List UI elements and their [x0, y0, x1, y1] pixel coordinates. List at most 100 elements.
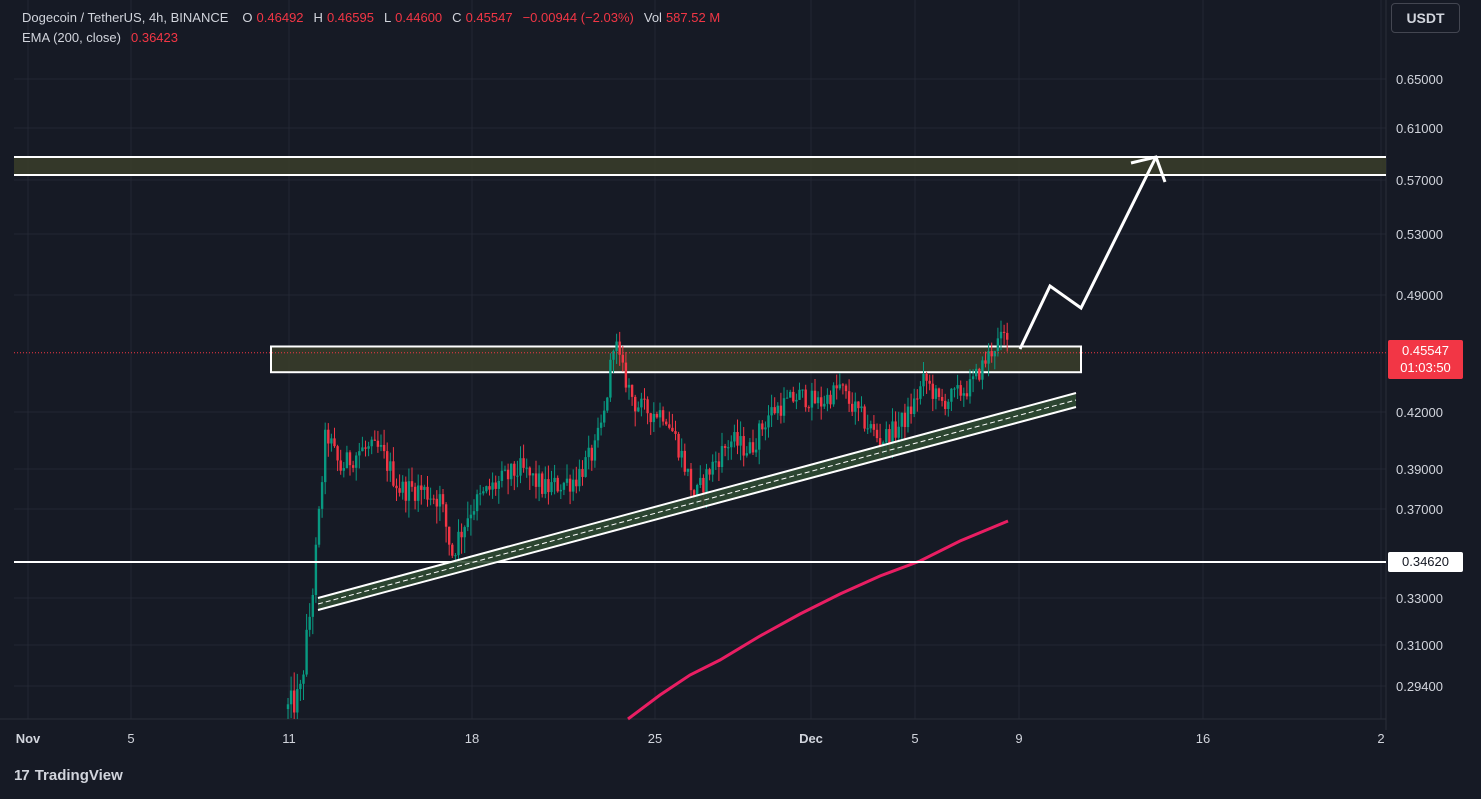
candle-body [742, 436, 745, 456]
candle-body [463, 527, 466, 538]
candle [730, 435, 733, 460]
price-tick-label: 0.53000 [1396, 227, 1443, 242]
symbol-label[interactable]: Dogecoin / TetherUS, 4h, BINANCE [22, 10, 229, 25]
candle-body [299, 683, 302, 690]
candle [959, 380, 962, 401]
candle [528, 466, 531, 490]
candle [575, 466, 578, 494]
candle-body [500, 470, 504, 481]
candle [525, 458, 528, 478]
price-tick-label: 0.57000 [1396, 173, 1443, 188]
candle [919, 381, 922, 405]
candle-body [630, 384, 634, 397]
candle-body [612, 350, 615, 360]
candle-body [634, 396, 637, 412]
candle [286, 698, 290, 719]
candle [401, 475, 404, 500]
candle [293, 672, 296, 719]
candle-body [432, 498, 435, 500]
candle [835, 374, 838, 400]
support-price-tag: 0.34620 [1388, 552, 1463, 572]
price-tick-label: 0.33000 [1396, 591, 1443, 606]
candle-body [950, 388, 953, 402]
candle-body [727, 447, 730, 449]
candle [829, 390, 832, 409]
candle-body [906, 406, 910, 428]
candle [971, 369, 975, 393]
candle [665, 418, 668, 426]
candle-body [1002, 331, 1006, 333]
candle [999, 320, 1003, 351]
candle-body [603, 410, 606, 423]
candle [789, 389, 792, 398]
candle [513, 461, 516, 491]
ema-row[interactable]: EMA (200, close) 0.36423 [22, 28, 726, 48]
candle [435, 490, 438, 524]
candle-body [931, 383, 934, 399]
candle [339, 449, 342, 475]
candle-body [596, 427, 600, 441]
candle [767, 405, 770, 438]
candle-body [333, 438, 336, 447]
candle-body [327, 429, 330, 444]
time-tick-label: 5 [911, 731, 918, 746]
candle [981, 356, 984, 390]
candle [776, 402, 779, 420]
candle [451, 542, 454, 559]
candle-body [457, 531, 460, 556]
candle-body [649, 413, 652, 423]
ema-200-line [627, 519, 1009, 721]
candle-body [466, 518, 469, 528]
candle [956, 374, 959, 400]
projection-path [1018, 156, 1158, 350]
candle-body [668, 424, 671, 428]
candle [823, 395, 826, 410]
candle-body [572, 479, 575, 492]
candle-body [776, 405, 779, 414]
candle [630, 384, 634, 406]
currency-button[interactable]: USDT [1391, 3, 1460, 33]
candle [996, 327, 1000, 357]
candle-body [928, 380, 931, 384]
candle [847, 379, 851, 413]
candle-body [423, 486, 426, 490]
candle-body [823, 403, 826, 407]
candle-body [736, 432, 739, 446]
bar-countdown: 01:03:50 [1400, 360, 1451, 375]
time-tick-label: 25 [648, 731, 662, 746]
candle-body [652, 413, 655, 423]
candle [488, 478, 491, 496]
candle-body [361, 447, 364, 452]
candle [500, 461, 504, 488]
candle [699, 465, 702, 489]
candle [903, 403, 907, 439]
price-tick-label: 0.65000 [1396, 72, 1443, 87]
candle [382, 429, 386, 459]
candle [993, 350, 996, 370]
candle [795, 393, 798, 410]
candle [572, 469, 575, 501]
candle-body [959, 385, 962, 396]
candle [348, 450, 352, 476]
drawing-overlays [14, 155, 1386, 611]
candle [423, 484, 426, 500]
candle [324, 422, 327, 495]
candle [506, 463, 510, 495]
candle [820, 386, 823, 420]
candle [832, 382, 835, 407]
candle-body [389, 461, 392, 471]
candle-body [537, 473, 541, 487]
candle-body [692, 490, 696, 498]
candle [863, 404, 866, 432]
candle-body [435, 498, 438, 507]
candle [655, 411, 659, 419]
candle-body [621, 354, 624, 363]
candle [596, 417, 600, 448]
candle [550, 470, 553, 496]
candle-body [875, 429, 879, 439]
candle-body [869, 424, 872, 429]
candle [708, 467, 711, 481]
candle-body [541, 473, 544, 494]
tradingview-brand[interactable]: 17 TradingView [14, 767, 123, 784]
